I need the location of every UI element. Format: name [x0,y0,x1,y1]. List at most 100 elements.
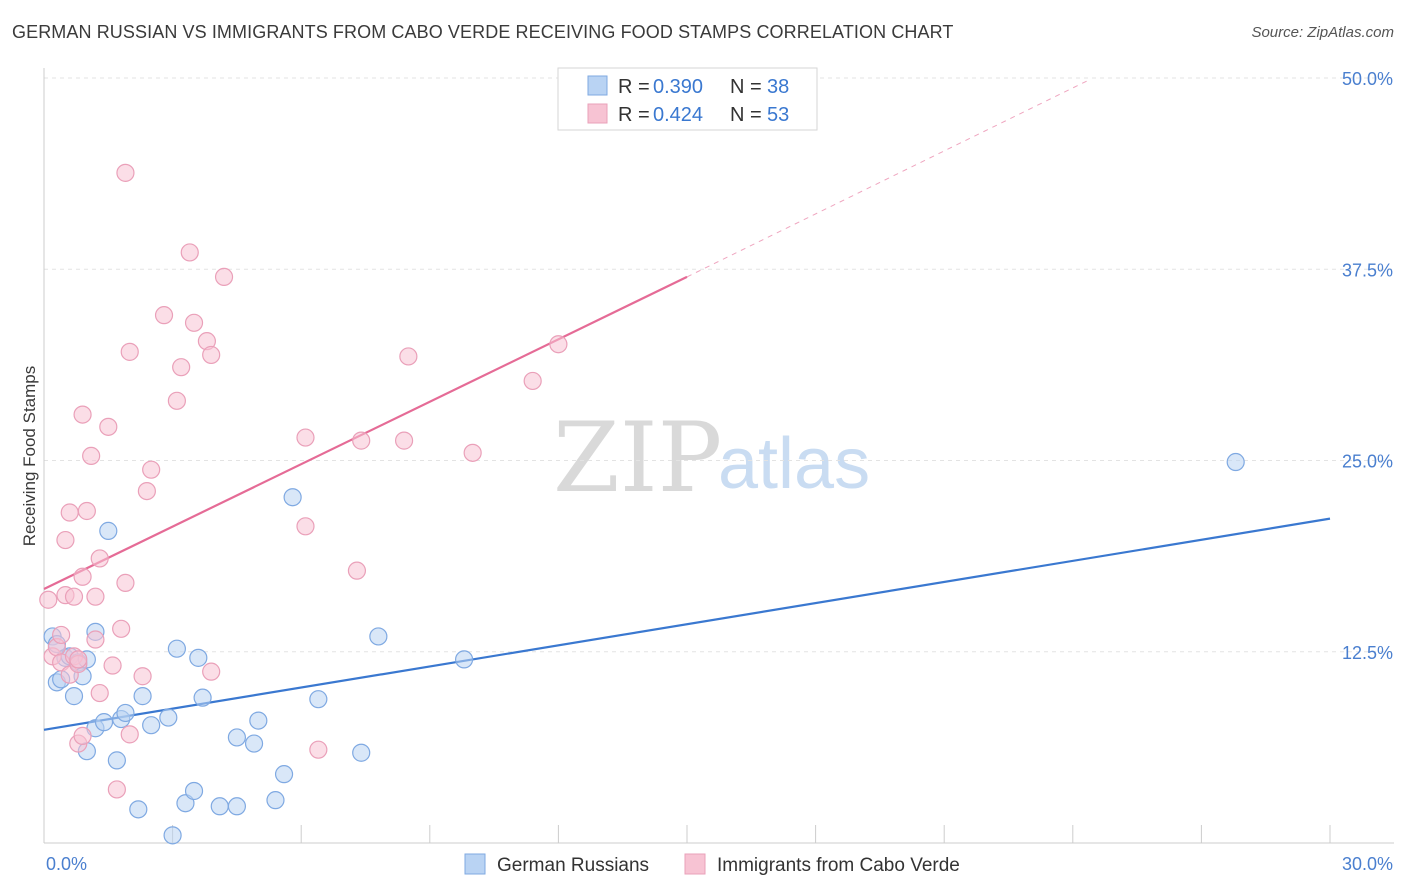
point-series-0-25 [184,781,204,801]
legend-swatch-cabo-verde [587,103,608,124]
point-series-0-17 [116,703,135,723]
legend-n-value-2: 53 [767,104,789,126]
trend-line-extension-series-1 [686,79,1091,278]
point-series-0-35 [283,488,302,507]
point-series-0-18 [129,800,148,819]
legend-r-label-2: R = [618,104,650,126]
point-series-1-41 [202,662,221,681]
point-series-0-32 [249,711,268,730]
point-series-1-35 [167,391,186,410]
point-series-1-15 [73,726,92,746]
watermark: ZIP atlas [553,402,870,514]
point-series-0-27 [193,688,212,707]
point-series-1-16 [73,405,92,424]
point-series-0-6 [64,687,84,706]
point-series-0-37 [352,743,371,762]
point-series-0-36 [309,690,328,709]
point-series-1-12 [69,650,88,669]
point-series-0-40 [1226,452,1245,472]
point-series-1-46 [347,561,367,580]
legend-r-label-1: R = [618,76,650,98]
point-series-1-31 [133,667,152,686]
point-series-1-21 [90,549,109,568]
point-series-1-47 [352,431,371,450]
legend-r-value-2: 0.424 [653,104,703,126]
y-tick-label-2: 37.5% [1342,260,1393,280]
legend-n-value-1: 38 [767,76,789,98]
bottom-legend: German Russians Immigrants from Cabo Ver… [464,853,960,876]
point-series-1-44 [296,517,315,536]
point-series-0-31 [244,734,264,753]
bottom-legend-swatch-cabo-verde [684,853,706,875]
data-points [39,163,1245,845]
point-series-1-34 [154,306,174,325]
point-series-1-52 [549,335,568,354]
point-series-1-40 [202,345,221,365]
point-series-0-23 [167,639,186,658]
point-series-0-19 [133,687,152,706]
point-series-1-24 [103,656,122,675]
point-series-1-10 [64,587,84,606]
point-series-1-8 [60,503,79,522]
legend: R = 0.390 N = 38 R = 0.424 N = 53 [557,67,818,131]
point-series-1-50 [463,443,482,462]
point-series-0-29 [227,797,246,816]
point-series-1-30 [120,725,139,744]
point-series-1-43 [296,428,315,447]
point-series-0-38 [369,627,388,646]
point-series-1-23 [99,417,118,436]
point-series-0-20 [142,716,161,735]
gridlines [44,77,1394,653]
y-tick-label-0: 12.5% [1342,643,1393,663]
point-series-1-18 [82,446,101,466]
y-tick-label-1: 25.0% [1342,452,1393,472]
point-series-0-39 [454,650,474,669]
point-series-1-20 [86,630,105,649]
point-series-1-26 [112,619,131,638]
point-series-1-22 [90,683,109,703]
x-tick-label-min: 0.0% [46,854,87,874]
point-series-1-48 [394,431,414,450]
point-series-0-22 [163,826,182,845]
point-series-1-28 [116,163,135,182]
point-series-1-29 [120,342,139,361]
x-axis-ticks [43,825,1331,843]
point-series-1-33 [142,460,161,479]
point-series-0-13 [94,713,114,732]
bottom-legend-swatch-german-russians [464,853,486,875]
legend-n-label-1: N = [730,76,762,98]
x-tick-label-max: 30.0% [1342,854,1393,874]
point-series-1-25 [107,780,126,799]
point-series-1-38 [184,313,204,332]
point-series-1-17 [77,501,96,521]
point-series-1-14 [73,567,92,586]
point-series-0-15 [107,751,126,770]
y-tick-label-3: 50.0% [1342,69,1393,89]
point-series-1-37 [180,243,199,262]
watermark-zip: ZIP [553,402,722,514]
trend-line-series-0 [43,517,1331,731]
point-series-0-14 [99,521,118,540]
point-series-0-26 [189,648,208,667]
point-series-1-0 [39,590,58,609]
point-series-1-51 [523,371,542,391]
point-series-1-49 [399,347,418,366]
point-series-0-33 [266,791,285,810]
point-series-1-45 [309,740,328,759]
y-axis-label: Receiving Food Stamps [20,366,39,546]
legend-n-label-2: N = [730,104,762,126]
point-series-0-30 [227,728,246,747]
point-series-1-19 [86,587,105,606]
source-credit: Source: ZipAtlas.com [1251,24,1394,41]
point-series-0-21 [159,708,178,727]
y-axis-tick-labels: 12.5% 25.0% 37.5% 50.0% [1342,69,1393,663]
bottom-legend-label-cabo-verde: Immigrants from Cabo Verde [717,855,960,876]
point-series-1-32 [137,482,156,501]
watermark-atlas: atlas [718,424,870,504]
point-series-1-4 [52,625,71,645]
point-series-1-6 [56,530,75,550]
point-series-0-34 [274,765,294,784]
chart-title: GERMAN RUSSIAN VS IMMIGRANTS FROM CABO V… [12,22,954,42]
point-series-0-28 [210,797,229,816]
